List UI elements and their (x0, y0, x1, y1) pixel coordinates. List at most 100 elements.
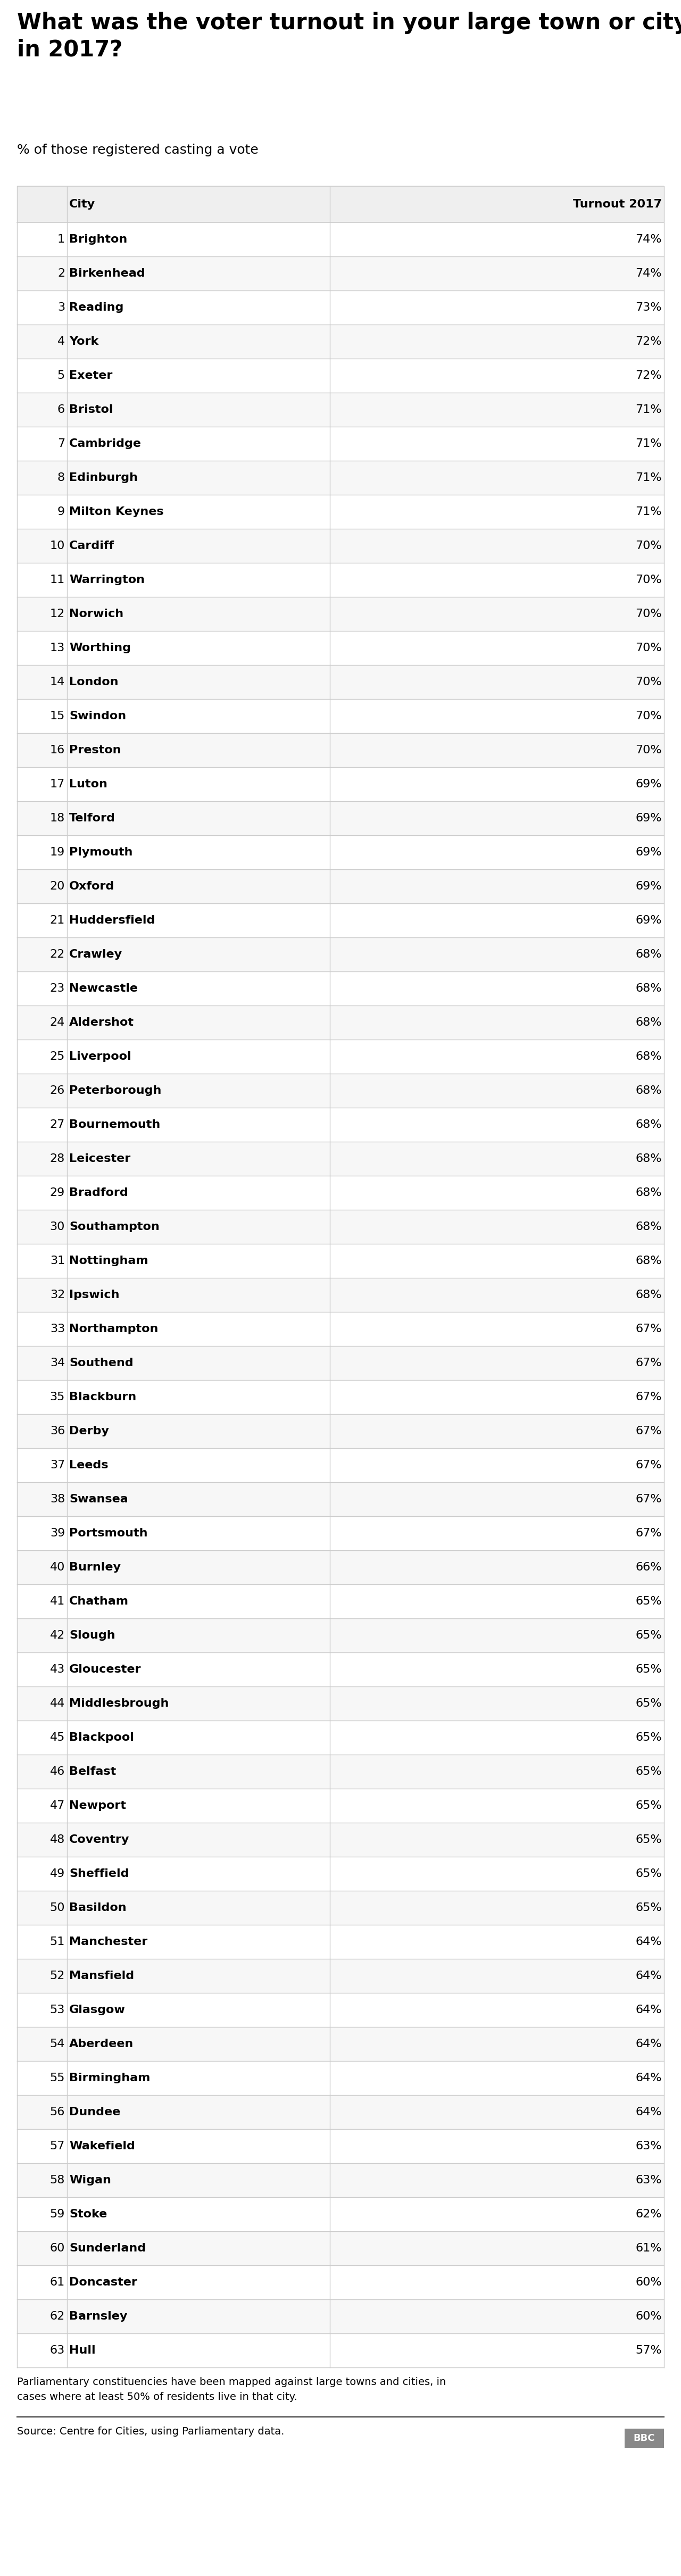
Text: Reading: Reading (69, 301, 124, 312)
Text: Milton Keynes: Milton Keynes (69, 507, 163, 518)
Text: Swansea: Swansea (69, 1494, 128, 1504)
Text: 68%: 68% (635, 1051, 662, 1061)
Bar (17, 598, 664, 631)
Text: Aldershot: Aldershot (69, 1018, 134, 1028)
Text: 42: 42 (50, 1631, 65, 1641)
Text: 29: 29 (50, 1188, 65, 1198)
Bar (17, 2094, 664, 2130)
Text: Burnley: Burnley (69, 1561, 121, 1571)
Text: Barnsley: Barnsley (69, 2311, 127, 2321)
Text: Coventry: Coventry (69, 1834, 129, 1844)
Text: 20: 20 (50, 881, 65, 891)
Text: York: York (69, 337, 99, 348)
Text: 13: 13 (50, 641, 65, 654)
Text: Hull: Hull (69, 2344, 95, 2354)
Bar (17, 258, 664, 291)
Text: 58: 58 (50, 2174, 65, 2184)
Bar (17, 564, 664, 598)
Text: 51: 51 (50, 1937, 65, 1947)
Bar (17, 1074, 664, 1108)
Text: 60%: 60% (635, 2311, 662, 2321)
Text: What was the voter turnout in your large town or city
in 2017?: What was the voter turnout in your large… (17, 13, 681, 62)
Text: Huddersfield: Huddersfield (69, 914, 155, 925)
Text: 70%: 70% (635, 608, 662, 618)
Bar (17, 1551, 664, 1584)
Text: Edinburgh: Edinburgh (69, 471, 138, 484)
Text: 1: 1 (57, 234, 65, 245)
Text: 54: 54 (50, 2038, 65, 2050)
Text: 70%: 70% (635, 574, 662, 585)
Bar (17, 1414, 664, 1448)
Text: 70%: 70% (635, 677, 662, 688)
Bar (17, 1381, 664, 1414)
Text: 65%: 65% (635, 1631, 662, 1641)
Text: 71%: 71% (635, 471, 662, 484)
Text: Crawley: Crawley (69, 948, 123, 961)
Text: Cambridge: Cambridge (69, 438, 142, 448)
Text: 15: 15 (50, 711, 65, 721)
Text: 52: 52 (50, 1971, 65, 1981)
Text: Bournemouth: Bournemouth (69, 1121, 160, 1131)
Bar (17, 1278, 664, 1311)
Text: 18: 18 (50, 814, 65, 824)
Bar (17, 904, 664, 938)
Text: 64%: 64% (635, 2107, 662, 2117)
Text: 55: 55 (50, 2074, 65, 2084)
Bar (17, 801, 664, 835)
Text: Blackburn: Blackburn (69, 1391, 136, 1401)
Text: 28: 28 (50, 1154, 65, 1164)
Text: 67%: 67% (635, 1324, 662, 1334)
Text: 68%: 68% (635, 1291, 662, 1301)
Text: 74%: 74% (635, 268, 662, 278)
Text: 57%: 57% (635, 2344, 662, 2354)
Bar (17, 734, 664, 768)
Text: Gloucester: Gloucester (69, 1664, 141, 1674)
Text: 67%: 67% (635, 1494, 662, 1504)
Text: Bristol: Bristol (69, 404, 113, 415)
Text: Parliamentary constituencies have been mapped against large towns and cities, in: Parliamentary constituencies have been m… (17, 2378, 446, 2388)
Text: Ipswich: Ipswich (69, 1291, 119, 1301)
Text: 65%: 65% (635, 1801, 662, 1811)
Text: 14: 14 (50, 677, 65, 688)
Text: 4: 4 (57, 337, 65, 348)
Bar (17, 2164, 664, 2197)
Text: 64%: 64% (635, 2038, 662, 2050)
Bar (17, 325, 664, 358)
Text: 72%: 72% (635, 371, 662, 381)
Text: Birkenhead: Birkenhead (69, 268, 145, 278)
Text: 43: 43 (50, 1664, 65, 1674)
Text: Norwich: Norwich (69, 608, 123, 618)
Bar (17, 631, 664, 665)
Bar (17, 1005, 664, 1041)
Text: Sheffield: Sheffield (69, 1868, 129, 1878)
Text: 67%: 67% (635, 1391, 662, 1401)
Bar (17, 222, 664, 258)
Text: 65%: 65% (635, 1731, 662, 1744)
Text: 40: 40 (50, 1561, 65, 1571)
Bar (17, 2264, 664, 2300)
Text: 60%: 60% (635, 2277, 662, 2287)
Text: 70%: 70% (635, 711, 662, 721)
Text: Brighton: Brighton (69, 234, 127, 245)
Text: Chatham: Chatham (69, 1597, 129, 1607)
Text: 45: 45 (50, 1731, 65, 1744)
Text: 49: 49 (50, 1868, 65, 1878)
Text: 27: 27 (50, 1121, 65, 1131)
Text: Exeter: Exeter (69, 371, 112, 381)
Text: 5: 5 (57, 371, 65, 381)
Text: Doncaster: Doncaster (69, 2277, 137, 2287)
Text: 12: 12 (50, 608, 65, 618)
Text: 10: 10 (50, 541, 65, 551)
Text: Basildon: Basildon (69, 1904, 127, 1914)
Bar (17, 1584, 664, 1618)
Text: 65%: 65% (635, 1664, 662, 1674)
Text: 67%: 67% (635, 1358, 662, 1368)
Text: 61: 61 (50, 2277, 65, 2287)
Text: Dundee: Dundee (69, 2107, 121, 2117)
Text: 64%: 64% (635, 2074, 662, 2084)
Text: 68%: 68% (635, 1154, 662, 1164)
Bar (17, 2231, 664, 2264)
Text: 67%: 67% (635, 1425, 662, 1437)
Bar (17, 2334, 664, 2367)
Bar (17, 1651, 664, 1687)
